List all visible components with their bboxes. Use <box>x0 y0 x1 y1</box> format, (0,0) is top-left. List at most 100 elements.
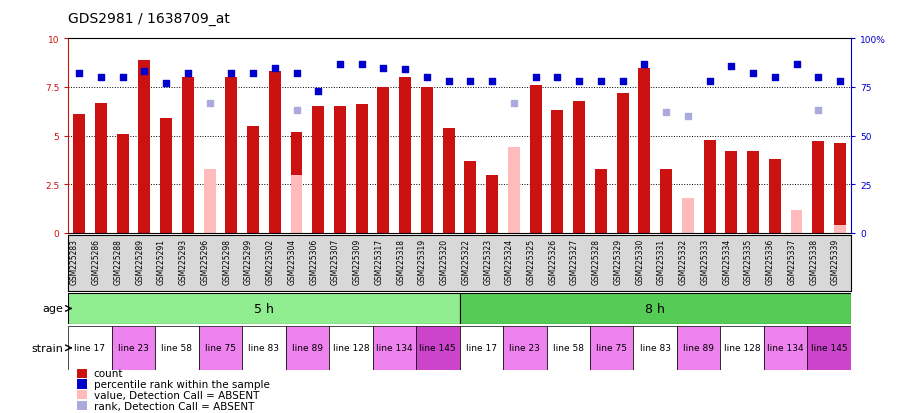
Text: 8 h: 8 h <box>645 302 665 315</box>
Bar <box>547 326 590 370</box>
Point <box>789 61 804 68</box>
Text: GSM225296: GSM225296 <box>200 238 209 284</box>
Bar <box>286 326 329 370</box>
Bar <box>68 293 460 324</box>
Text: GSM225328: GSM225328 <box>592 238 601 284</box>
Point <box>550 75 564 81</box>
Bar <box>703 140 715 233</box>
Point <box>333 61 348 68</box>
Point <box>529 75 543 81</box>
Text: count: count <box>94 368 123 378</box>
Point <box>311 88 326 95</box>
Point <box>485 78 500 85</box>
Text: GSM225329: GSM225329 <box>613 238 622 284</box>
Bar <box>747 152 759 233</box>
Bar <box>312 107 324 233</box>
Text: line 83: line 83 <box>640 344 671 352</box>
Text: GSM225337: GSM225337 <box>787 238 796 284</box>
Point <box>811 108 825 114</box>
Bar <box>595 169 607 233</box>
Bar <box>638 68 651 233</box>
Bar <box>460 326 503 370</box>
Text: rank, Detection Call = ABSENT: rank, Detection Call = ABSENT <box>94 401 254 411</box>
Point <box>246 71 260 78</box>
Bar <box>268 72 281 233</box>
Text: line 75: line 75 <box>596 344 627 352</box>
Text: line 23: line 23 <box>510 344 541 352</box>
Bar <box>791 210 803 233</box>
Text: line 75: line 75 <box>205 344 236 352</box>
Text: line 145: line 145 <box>420 344 456 352</box>
Text: GSM225288: GSM225288 <box>114 238 123 284</box>
Point <box>354 61 369 68</box>
Point <box>681 114 695 120</box>
Text: GSM225309: GSM225309 <box>353 238 362 284</box>
Bar <box>356 105 368 233</box>
Bar <box>160 119 172 233</box>
Point <box>202 100 217 107</box>
Text: line 17: line 17 <box>466 344 497 352</box>
Bar <box>573 101 585 233</box>
Text: GSM225332: GSM225332 <box>679 238 688 284</box>
Point <box>703 78 717 85</box>
Text: line 83: line 83 <box>248 344 279 352</box>
Point <box>659 110 673 116</box>
Text: GSM225283: GSM225283 <box>70 238 79 284</box>
Bar <box>290 175 302 233</box>
Bar <box>416 326 460 370</box>
Bar <box>68 326 112 370</box>
Bar <box>725 152 737 233</box>
Bar <box>442 128 455 233</box>
Bar <box>226 78 238 233</box>
Text: GSM225299: GSM225299 <box>244 238 253 284</box>
Bar <box>421 88 433 233</box>
Text: line 89: line 89 <box>683 344 714 352</box>
Text: GSM225293: GSM225293 <box>178 238 187 284</box>
Bar <box>834 225 846 233</box>
Text: GSM225322: GSM225322 <box>461 238 470 284</box>
Bar <box>156 326 198 370</box>
Point <box>767 75 782 81</box>
Bar <box>682 198 693 233</box>
Text: GSM225286: GSM225286 <box>92 238 101 284</box>
Bar <box>138 61 150 233</box>
Point <box>289 108 304 114</box>
Bar <box>116 134 128 233</box>
Text: GSM225330: GSM225330 <box>635 238 644 284</box>
Text: GSM225304: GSM225304 <box>288 238 297 284</box>
Text: line 58: line 58 <box>552 344 583 352</box>
Text: GSM225325: GSM225325 <box>527 238 536 284</box>
Point <box>441 78 456 85</box>
Bar <box>329 326 372 370</box>
Bar <box>486 175 498 233</box>
Text: GSM225302: GSM225302 <box>266 238 275 284</box>
Point <box>158 81 173 87</box>
Text: line 128: line 128 <box>332 344 369 352</box>
Bar <box>834 144 846 233</box>
Point <box>376 65 390 72</box>
Bar <box>677 326 721 370</box>
Bar <box>198 326 242 370</box>
Bar <box>660 169 672 233</box>
Point <box>637 61 652 68</box>
Text: line 145: line 145 <box>811 344 847 352</box>
Text: GSM225327: GSM225327 <box>570 238 579 284</box>
Text: GSM225291: GSM225291 <box>157 238 166 284</box>
Bar <box>290 133 302 233</box>
Point <box>137 69 152 76</box>
Text: age: age <box>43 304 64 314</box>
Bar <box>530 86 541 233</box>
Text: GSM225318: GSM225318 <box>396 238 405 284</box>
Bar <box>769 159 781 233</box>
Point <box>811 75 825 81</box>
Bar <box>73 115 86 233</box>
Bar <box>551 111 563 233</box>
Bar <box>242 326 286 370</box>
Point <box>180 71 195 78</box>
Point <box>593 78 608 85</box>
Text: GSM225319: GSM225319 <box>418 238 427 284</box>
Bar <box>807 326 851 370</box>
Bar <box>508 148 520 233</box>
Point <box>224 71 238 78</box>
Point <box>398 67 412 74</box>
